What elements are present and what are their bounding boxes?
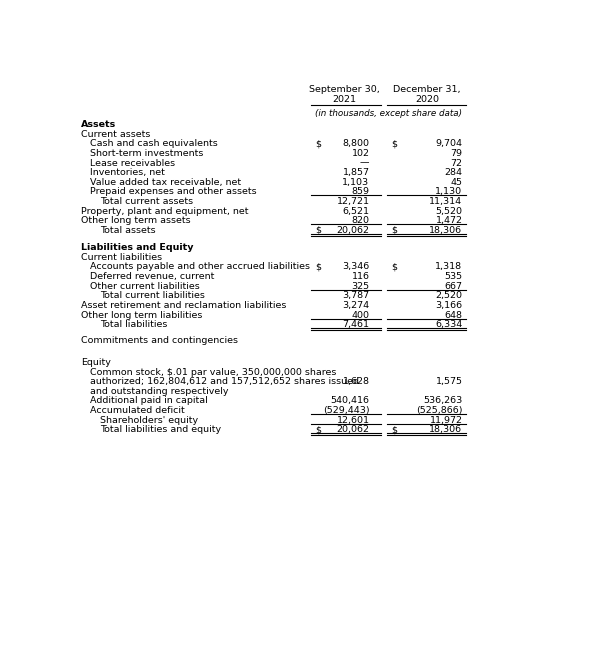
Text: 12,601: 12,601 (337, 416, 370, 424)
Text: Liabilities and Equity: Liabilities and Equity (81, 244, 194, 252)
Text: $: $ (315, 226, 321, 235)
Text: 1,318: 1,318 (436, 263, 463, 271)
Text: 20,062: 20,062 (337, 226, 370, 235)
Text: 116: 116 (352, 272, 370, 281)
Text: (525,866): (525,866) (416, 406, 463, 415)
Text: 11,972: 11,972 (430, 416, 463, 424)
Text: 325: 325 (352, 282, 370, 290)
Text: Common stock, $.01 par value, 350,000,000 shares: Common stock, $.01 par value, 350,000,00… (91, 368, 337, 377)
Text: Prepaid expenses and other assets: Prepaid expenses and other assets (91, 187, 257, 197)
Text: Cash and cash equivalents: Cash and cash equivalents (91, 139, 218, 148)
Text: 1,575: 1,575 (436, 378, 463, 386)
Text: Total current assets: Total current assets (100, 197, 193, 206)
Text: Current liabilities: Current liabilities (81, 253, 163, 262)
Text: 102: 102 (352, 149, 370, 158)
Text: Total liabilities and equity: Total liabilities and equity (100, 425, 221, 434)
Text: Short-term investments: Short-term investments (91, 149, 204, 158)
Text: Other long term liabilities: Other long term liabilities (81, 311, 203, 319)
Text: Other long term assets: Other long term assets (81, 216, 191, 225)
Text: authorized; 162,804,612 and 157,512,652 shares issued: authorized; 162,804,612 and 157,512,652 … (91, 378, 359, 386)
Text: 2,520: 2,520 (436, 291, 463, 300)
Text: September 30,: September 30, (310, 85, 380, 94)
Text: Property, plant and equipment, net: Property, plant and equipment, net (81, 207, 249, 216)
Text: Current assets: Current assets (81, 129, 151, 139)
Text: 820: 820 (352, 216, 370, 225)
Text: 11,314: 11,314 (430, 197, 463, 206)
Text: Total liabilities: Total liabilities (100, 320, 167, 329)
Text: $: $ (391, 226, 397, 235)
Text: 2021: 2021 (332, 95, 356, 104)
Text: 20,062: 20,062 (337, 425, 370, 434)
Text: Accumulated deficit: Accumulated deficit (91, 406, 185, 415)
Text: Additional paid in capital: Additional paid in capital (91, 397, 208, 405)
Text: 284: 284 (445, 168, 463, 177)
Text: 3,166: 3,166 (436, 301, 463, 310)
Text: —: — (360, 158, 370, 168)
Text: Shareholders' equity: Shareholders' equity (100, 416, 198, 424)
Text: Inventories, net: Inventories, net (91, 168, 166, 177)
Text: Total current liabilities: Total current liabilities (100, 291, 205, 300)
Text: $: $ (391, 139, 397, 148)
Text: 667: 667 (445, 282, 463, 290)
Text: Other current liabilities: Other current liabilities (91, 282, 200, 290)
Text: 79: 79 (451, 149, 463, 158)
Text: 3,787: 3,787 (343, 291, 370, 300)
Text: 72: 72 (451, 158, 463, 168)
Text: 400: 400 (352, 311, 370, 319)
Text: 12,721: 12,721 (337, 197, 370, 206)
Text: (in thousands, except share data): (in thousands, except share data) (316, 109, 463, 118)
Text: 1,103: 1,103 (343, 178, 370, 187)
Text: Deferred revenue, current: Deferred revenue, current (91, 272, 215, 281)
Text: $: $ (315, 139, 321, 148)
Text: Lease receivables: Lease receivables (91, 158, 176, 168)
Text: Assets: Assets (81, 120, 116, 129)
Text: 18,306: 18,306 (430, 425, 463, 434)
Text: 648: 648 (445, 311, 463, 319)
Text: 7,461: 7,461 (343, 320, 370, 329)
Text: 8,800: 8,800 (343, 139, 370, 148)
Text: 6,334: 6,334 (435, 320, 463, 329)
Text: $: $ (315, 263, 321, 271)
Text: 6,521: 6,521 (343, 207, 370, 216)
Text: 1,130: 1,130 (436, 187, 463, 197)
Text: 18,306: 18,306 (430, 226, 463, 235)
Text: and outstanding respectively: and outstanding respectively (91, 387, 229, 396)
Text: 9,704: 9,704 (436, 139, 463, 148)
Text: 536,263: 536,263 (423, 397, 463, 405)
Text: 1,472: 1,472 (436, 216, 463, 225)
Text: Value added tax receivable, net: Value added tax receivable, net (91, 178, 242, 187)
Text: 3,274: 3,274 (343, 301, 370, 310)
Text: Total assets: Total assets (100, 226, 155, 235)
Text: (529,443): (529,443) (323, 406, 370, 415)
Text: December 31,: December 31, (393, 85, 461, 94)
Text: Accounts payable and other accrued liabilities: Accounts payable and other accrued liabi… (91, 263, 311, 271)
Text: 5,520: 5,520 (436, 207, 463, 216)
Text: $: $ (315, 425, 321, 434)
Text: Commitments and contingencies: Commitments and contingencies (81, 336, 238, 345)
Text: 535: 535 (445, 272, 463, 281)
Text: 1,628: 1,628 (343, 378, 370, 386)
Text: 859: 859 (352, 187, 370, 197)
Text: Asset retirement and reclamation liabilities: Asset retirement and reclamation liabili… (81, 301, 287, 310)
Text: 1,857: 1,857 (343, 168, 370, 177)
Text: $: $ (391, 263, 397, 271)
Text: Equity: Equity (81, 358, 111, 367)
Text: 2020: 2020 (415, 95, 439, 104)
Text: 45: 45 (451, 178, 463, 187)
Text: $: $ (391, 425, 397, 434)
Text: 540,416: 540,416 (331, 397, 370, 405)
Text: 3,346: 3,346 (342, 263, 370, 271)
